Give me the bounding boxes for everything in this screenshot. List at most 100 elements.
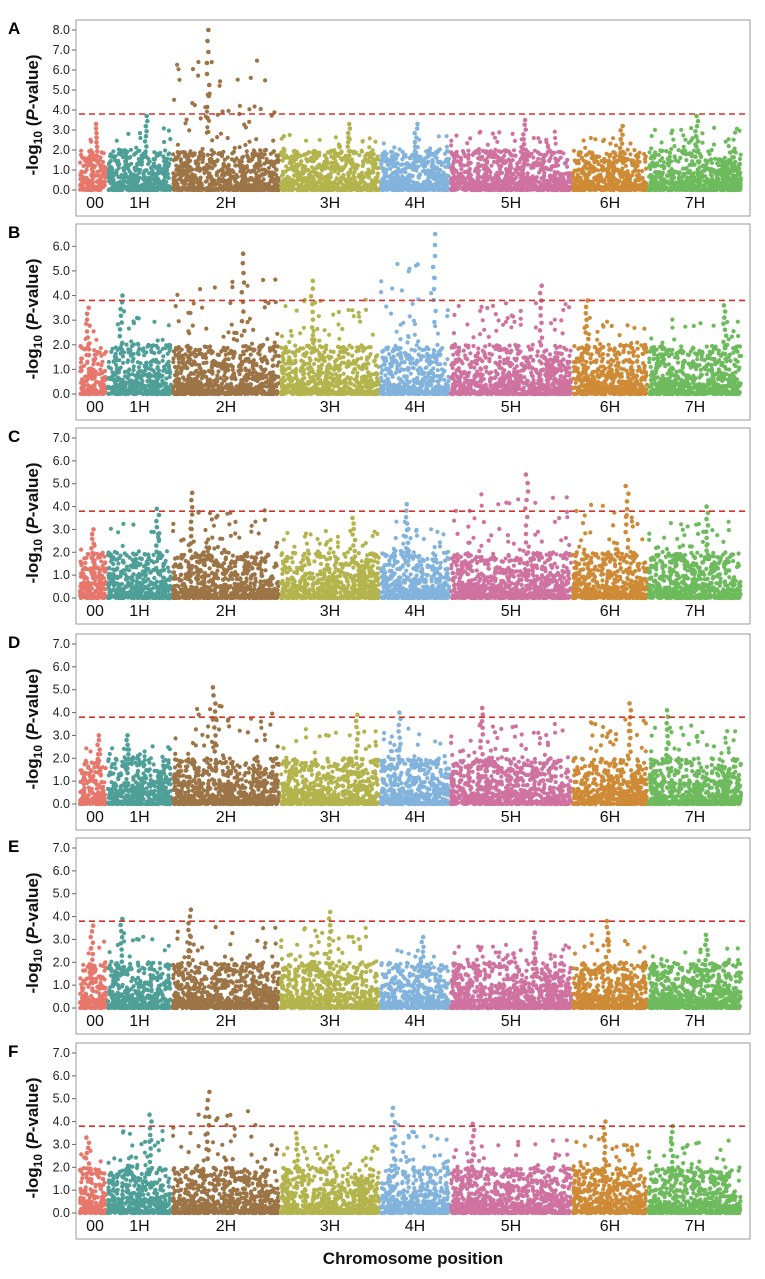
snp-point — [335, 162, 340, 167]
snp-point — [340, 156, 345, 162]
snp-point — [348, 167, 353, 172]
snp-point — [442, 179, 447, 184]
snp-point — [492, 181, 497, 186]
snp-point — [325, 176, 331, 181]
snp-point — [158, 168, 163, 173]
snp-point — [489, 163, 494, 168]
snp-point — [353, 150, 358, 155]
snp-point — [495, 139, 500, 144]
snp-point — [513, 153, 518, 158]
snp-point — [209, 157, 214, 162]
snp-point — [544, 137, 549, 142]
snp-point — [175, 62, 180, 67]
snp-point — [631, 169, 636, 174]
snp-point — [239, 167, 245, 172]
snp-peak-point — [412, 130, 418, 136]
snp-point — [164, 179, 169, 184]
snp-point — [87, 156, 92, 161]
snp-point — [198, 116, 203, 121]
chromosome-label-7H: 7H — [685, 195, 705, 212]
snp-point — [108, 158, 113, 164]
panel-label: B — [8, 223, 20, 242]
snp-point — [592, 166, 597, 171]
snp-point — [91, 329, 96, 334]
snp-point — [95, 361, 100, 366]
snp-point — [248, 169, 253, 174]
snp-point — [555, 176, 560, 181]
snp-point — [436, 175, 441, 180]
snp-point — [271, 149, 277, 154]
snp-point — [576, 187, 581, 193]
snp-point — [733, 187, 738, 192]
snp-point — [423, 182, 428, 187]
snp-point — [510, 131, 515, 136]
snp-point — [430, 165, 435, 170]
snp-peak-point — [415, 121, 420, 127]
snp-point — [398, 162, 403, 167]
snp-peak-point — [143, 149, 148, 154]
snp-point — [220, 166, 225, 172]
snp-point — [684, 158, 689, 163]
snp-point — [492, 151, 497, 156]
snp-point — [392, 161, 397, 166]
snp-point — [471, 151, 476, 156]
snp-point — [612, 169, 617, 174]
chromosome-label-6H: 6H — [600, 195, 620, 212]
snp-point — [115, 162, 120, 167]
snp-peak-point — [144, 113, 149, 119]
y-tick-label: 1.0 — [53, 163, 70, 177]
snp-point — [691, 171, 696, 176]
snp-point — [690, 159, 695, 164]
snp-point — [727, 187, 733, 193]
snp-point — [226, 162, 231, 168]
snp-point — [709, 160, 715, 165]
snp-peak-point — [86, 347, 92, 352]
snp-point — [221, 149, 226, 154]
snp-point — [288, 159, 293, 164]
snp-point — [441, 175, 446, 180]
snp-peak-point — [205, 115, 210, 121]
snp-peak-point — [618, 136, 623, 142]
snp-point — [400, 157, 405, 162]
snp-point — [449, 177, 454, 182]
snp-point — [686, 178, 692, 183]
y-tick-label: 8.0 — [53, 23, 70, 37]
snp-point — [234, 156, 239, 161]
snp-point — [444, 134, 449, 139]
y-tick-label: 2.0 — [53, 338, 70, 352]
snp-point — [574, 168, 579, 173]
snp-point — [219, 154, 225, 159]
snp-point — [661, 164, 666, 169]
snp-point — [490, 131, 495, 136]
snp-point — [189, 187, 194, 192]
snp-point — [558, 187, 564, 193]
snp-point — [258, 106, 263, 112]
snp-point — [96, 180, 101, 185]
snp-point — [608, 141, 613, 146]
y-axis-label: -log10 (P-value) — [23, 258, 45, 379]
snp-point — [114, 168, 119, 173]
snp-point — [291, 149, 296, 154]
snp-point — [395, 152, 400, 157]
snp-point — [400, 149, 405, 154]
snp-point — [309, 158, 314, 163]
snp-point — [528, 186, 533, 191]
snp-point — [367, 155, 373, 160]
snp-point — [124, 154, 129, 159]
snp-peak-point — [347, 126, 353, 131]
snp-peak-point — [694, 123, 700, 129]
snp-point — [93, 356, 98, 361]
snp-peak-point — [693, 134, 699, 139]
snp-point — [300, 176, 305, 181]
snp-point — [280, 172, 286, 177]
snp-point — [287, 132, 292, 138]
snp-point — [593, 137, 598, 142]
snp-point — [553, 141, 558, 146]
snp-point — [143, 168, 148, 173]
snp-point — [370, 185, 375, 190]
snp-point — [386, 163, 391, 168]
snp-point — [599, 179, 604, 184]
snp-point — [204, 162, 209, 167]
snp-point — [254, 58, 260, 63]
snp-peak-point — [618, 150, 623, 155]
